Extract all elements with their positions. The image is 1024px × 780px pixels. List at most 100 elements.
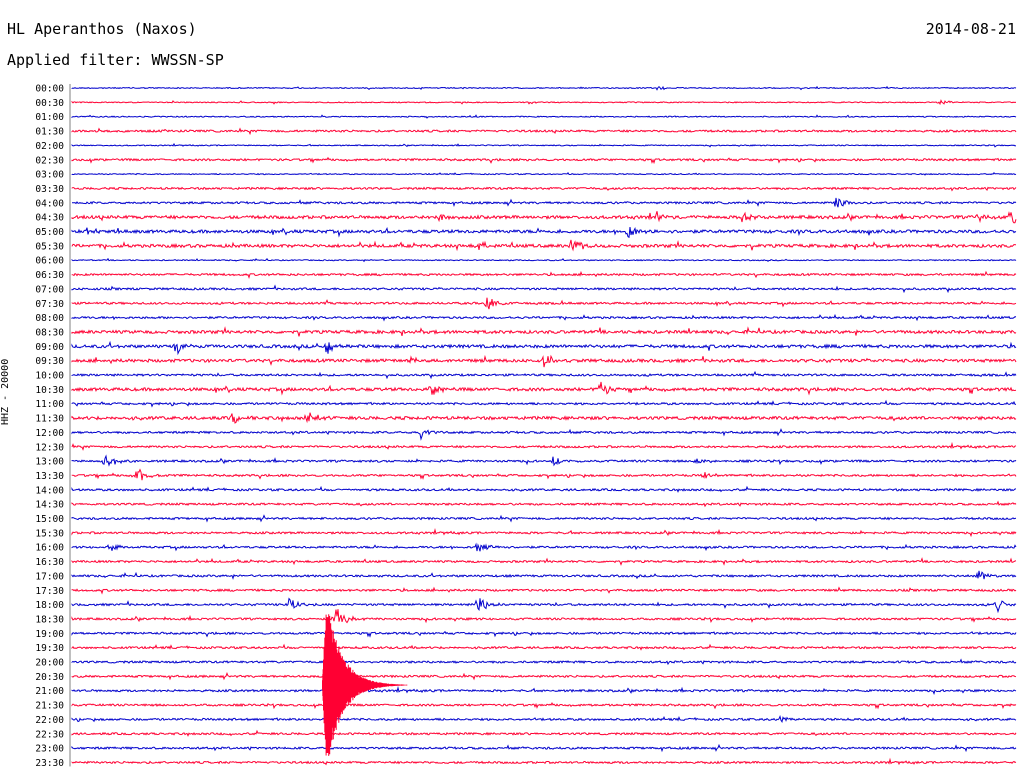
trace-line [71, 630, 1017, 638]
row-time-label: 00:30 [35, 98, 64, 109]
trace-line [71, 171, 1017, 176]
trace-line [71, 514, 1017, 523]
row-time-label: 19:30 [35, 643, 64, 654]
trace-line [71, 542, 1017, 552]
trace-line [71, 729, 1017, 737]
trace-line [71, 381, 1017, 396]
trace-line [71, 156, 1017, 165]
station-title: HL Aperanthos (Naxos) [7, 20, 197, 38]
row-time-label: 09:00 [35, 342, 64, 353]
row-time-label: 21:00 [35, 686, 64, 697]
trace-line [71, 454, 1017, 467]
row-time-label: 10:00 [35, 371, 64, 382]
row-time-label: 13:00 [35, 457, 64, 468]
trace-line [72, 197, 1017, 208]
row-time-label: 15:30 [35, 528, 64, 539]
trace-line [71, 370, 1017, 380]
row-time-label: 05:00 [35, 227, 64, 238]
trace-line [71, 586, 1017, 595]
trace-line [71, 743, 1017, 753]
trace-line [71, 757, 1017, 766]
trace-line [71, 127, 1017, 136]
trace-line [71, 239, 1017, 252]
row-time-label: 02:00 [35, 141, 64, 152]
trace-line [71, 672, 1017, 681]
row-time-label: 01:00 [35, 112, 64, 123]
row-time-label: 20:30 [35, 672, 64, 683]
trace-line [71, 557, 1017, 566]
trace-line [71, 211, 1017, 224]
trace-line [71, 441, 1017, 451]
trace-line [71, 528, 1017, 538]
trace-line [71, 428, 1017, 441]
row-time-label: 03:00 [35, 170, 64, 181]
row-time-label: 23:00 [35, 744, 64, 755]
trace-line [71, 685, 1017, 695]
row-time-label: 08:30 [35, 327, 64, 338]
trace-line [71, 412, 1017, 424]
trace-line [71, 340, 1017, 356]
row-time-label: 09:30 [35, 356, 64, 367]
row-time-label: 04:30 [35, 213, 64, 224]
row-time-label: 23:30 [35, 758, 64, 769]
trace-line [71, 186, 1017, 192]
trace-line [71, 142, 1017, 148]
trace-line [71, 570, 1017, 580]
row-time-label: 01:30 [35, 127, 64, 138]
row-time-label: 05:30 [35, 241, 64, 252]
row-time-label: 06:00 [35, 256, 64, 267]
row-time-label: 11:00 [35, 399, 64, 410]
trace-line [71, 99, 1017, 106]
trace-line [71, 485, 1017, 493]
trace-line [71, 714, 1017, 724]
trace-line [71, 702, 1017, 710]
trace-line [71, 257, 1017, 263]
row-time-label: 16:00 [35, 543, 64, 554]
trace-line [71, 284, 1017, 294]
trace-line [71, 468, 1017, 481]
row-time-label: 22:30 [35, 729, 64, 740]
row-time-label: 07:30 [35, 299, 64, 310]
trace-line [71, 597, 1017, 614]
row-time-label: 17:30 [35, 586, 64, 597]
row-time-label: 20:00 [35, 658, 64, 669]
row-time-label: 14:30 [35, 500, 64, 511]
earthquake-burst [322, 614, 408, 756]
row-time-label: 21:30 [35, 701, 64, 712]
row-time-label: 11:30 [35, 414, 64, 425]
trace-line [71, 297, 1017, 310]
trace-line [71, 114, 1017, 119]
row-time-label: 14:00 [35, 485, 64, 496]
row-time-label: 04:00 [35, 198, 64, 209]
trace-line [71, 270, 1017, 279]
trace-line [71, 399, 1017, 408]
row-time-label: 02:30 [35, 155, 64, 166]
trace-line [71, 85, 1017, 91]
trace-line [71, 226, 1017, 239]
trace-line [71, 354, 1017, 368]
trace-line [71, 658, 1017, 666]
row-time-label: 13:30 [35, 471, 64, 482]
trace-line [71, 313, 1017, 322]
trace-line [71, 609, 1017, 624]
filter-label: Applied filter: WWSSN-SP [7, 51, 224, 69]
row-time-label: 10:30 [35, 385, 64, 396]
row-time-label: 15:00 [35, 514, 64, 525]
row-time-label: 08:00 [35, 313, 64, 324]
trace-line [71, 643, 1017, 651]
row-time-label: 00:00 [35, 84, 64, 95]
row-time-label: 03:30 [35, 184, 64, 195]
row-time-label: 16:30 [35, 557, 64, 568]
row-time-label: 06:30 [35, 270, 64, 281]
row-time-label: 12:00 [35, 428, 64, 439]
row-time-label: 18:30 [35, 614, 64, 625]
row-time-label: 07:00 [35, 284, 64, 295]
trace-line [71, 500, 1017, 508]
row-time-label: 17:00 [35, 571, 64, 582]
row-time-label: 18:00 [35, 600, 64, 611]
row-time-label: 22:00 [35, 715, 64, 726]
row-time-label: 12:30 [35, 442, 64, 453]
row-time-label: 19:00 [35, 629, 64, 640]
date-label: 2014-08-21 [925, 20, 1016, 38]
